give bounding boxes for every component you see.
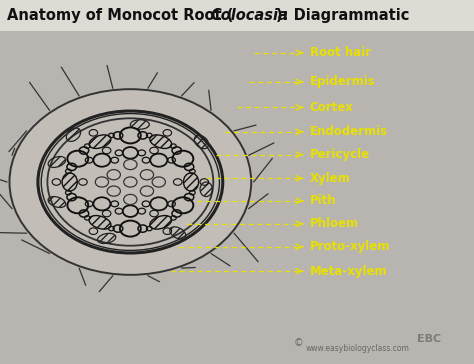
Text: Xylem: Xylem <box>310 172 350 185</box>
FancyBboxPatch shape <box>0 0 474 31</box>
Text: EBC: EBC <box>417 334 441 344</box>
Text: Colocasia: Colocasia <box>211 8 289 23</box>
Text: Cortex: Cortex <box>310 101 354 114</box>
Circle shape <box>38 111 223 253</box>
Text: Proto-xylem: Proto-xylem <box>310 240 390 253</box>
Text: www.easybiologyclass.com: www.easybiologyclass.com <box>306 344 410 353</box>
Text: ©: © <box>294 338 304 348</box>
Text: Pericycle: Pericycle <box>310 148 370 161</box>
Text: Endodermis: Endodermis <box>310 125 388 138</box>
Text: Root hair: Root hair <box>310 46 371 59</box>
Circle shape <box>47 118 213 246</box>
Text: ): Diagrammatic: ): Diagrammatic <box>276 8 409 23</box>
Circle shape <box>9 89 251 275</box>
Text: Anatomy of Monocot Root (: Anatomy of Monocot Root ( <box>7 8 234 23</box>
Text: Pith: Pith <box>310 194 336 207</box>
Text: Epidermis: Epidermis <box>310 75 375 88</box>
Text: Meta-xylem: Meta-xylem <box>310 265 387 278</box>
Text: Phloem: Phloem <box>310 217 359 230</box>
Circle shape <box>41 114 219 250</box>
